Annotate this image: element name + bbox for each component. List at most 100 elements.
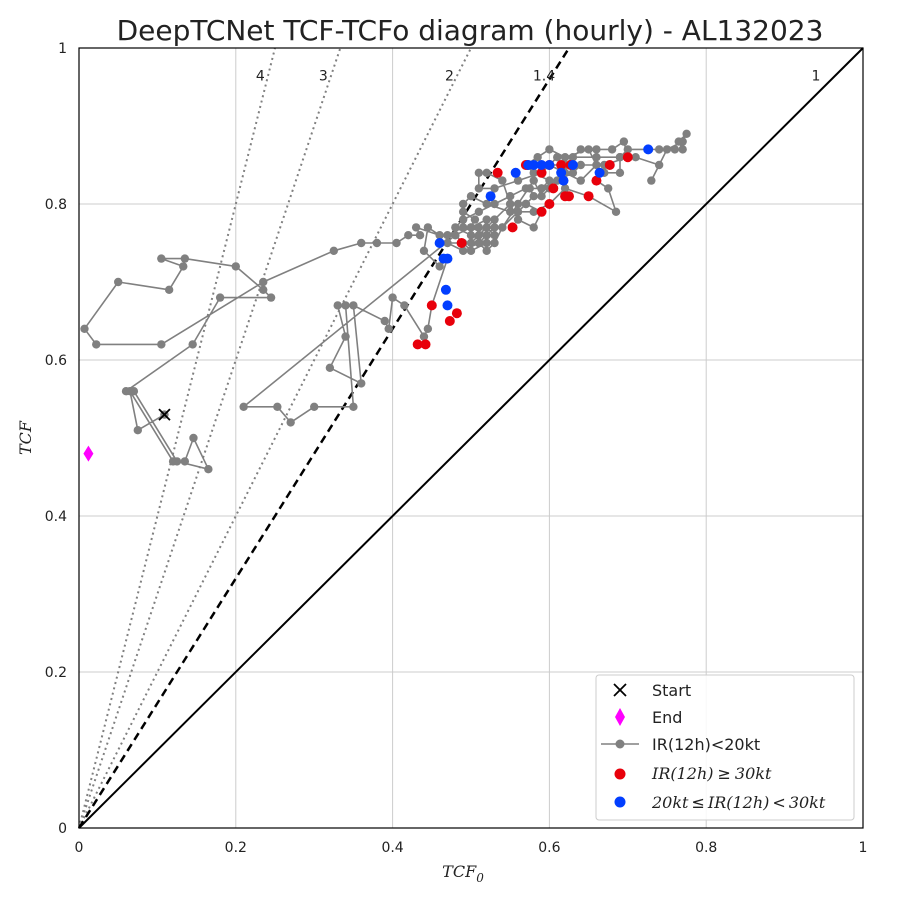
data-point-grey <box>674 137 683 146</box>
data-point-red <box>622 152 633 163</box>
data-point-grey <box>458 199 468 209</box>
data-point-grey <box>482 215 491 224</box>
data-point-grey <box>607 145 617 154</box>
plot-frame <box>78 47 864 829</box>
data-point-blue <box>558 175 569 186</box>
legend-end-marker <box>615 708 625 726</box>
ratio-label-1.4: 1.4 <box>533 68 555 84</box>
ratio-label-3: 3 <box>319 68 328 84</box>
data-point-grey <box>341 332 350 341</box>
data-point-red <box>507 222 518 233</box>
data-point-grey <box>188 340 197 349</box>
data-point-grey <box>423 223 433 232</box>
data-point-grey <box>482 238 491 248</box>
data-point-grey <box>451 223 460 232</box>
data-point-grey <box>80 324 89 333</box>
data-point-red <box>420 339 431 350</box>
data-point-grey <box>529 207 538 216</box>
data-point-grey <box>133 426 142 435</box>
y-tick-label: 0.8 <box>45 197 67 213</box>
data-point-grey <box>266 293 276 302</box>
data-point-grey <box>529 168 538 177</box>
data-point-grey <box>341 301 350 310</box>
data-point-grey <box>537 184 546 193</box>
data-point-grey <box>204 465 213 474</box>
data-point-red <box>591 175 602 186</box>
data-point-grey <box>545 176 554 185</box>
start-end-markers <box>83 408 171 462</box>
data-point-grey <box>372 238 382 248</box>
data-point-grey <box>411 223 421 232</box>
data-point-blue <box>567 160 578 170</box>
data-point-grey <box>615 168 625 177</box>
data-point-grey <box>419 332 429 341</box>
data-point-grey <box>114 277 123 287</box>
data-point-grey <box>231 262 240 271</box>
data-point-grey <box>490 199 499 209</box>
data-point-grey <box>129 387 139 396</box>
data-point-grey <box>615 153 625 162</box>
ratio-line-2 <box>78 47 472 829</box>
data-point-grey <box>470 215 480 224</box>
ratio-line-labels: 4 3 2 1.4 1 <box>256 68 821 84</box>
data-point-grey <box>647 176 656 185</box>
data-point-grey <box>92 340 101 349</box>
data-point-grey <box>474 168 484 177</box>
x-tick-label: 0.8 <box>695 840 717 856</box>
data-point-grey <box>482 223 491 232</box>
data-point-red <box>492 167 503 178</box>
data-point-grey <box>419 246 429 255</box>
data-point-grey <box>678 145 687 154</box>
data-point-red <box>544 199 555 209</box>
data-point-grey <box>458 207 468 216</box>
data-point-blue <box>643 144 654 155</box>
data-point-grey <box>584 145 593 154</box>
data-point-grey <box>310 402 319 411</box>
data-point-blue <box>556 167 567 178</box>
legend: Start End IR(12h)<20kt IR(12h) ≥30kt 20kt… <box>595 674 855 821</box>
data-point-red <box>451 308 462 319</box>
data-point-grey <box>157 340 166 349</box>
data-point-grey <box>611 207 621 216</box>
data-point-grey <box>490 223 499 232</box>
data-point-blue <box>434 238 445 248</box>
data-point-grey <box>458 246 468 255</box>
data-point-grey <box>400 301 409 310</box>
ratio-label-1: 1 <box>811 68 820 84</box>
data-point-grey <box>682 129 691 138</box>
data-point-grey <box>604 184 613 193</box>
data-point-grey <box>466 223 476 232</box>
data-point-grey <box>388 293 397 302</box>
data-point-grey <box>482 168 491 177</box>
grid <box>78 47 864 829</box>
data-point-grey <box>560 153 570 162</box>
data-point-grey <box>239 402 248 411</box>
data-point-grey <box>498 176 507 185</box>
end-marker <box>83 445 94 462</box>
data-point-grey <box>654 160 664 170</box>
data-point-grey <box>506 199 515 209</box>
data-point-blue <box>510 167 521 178</box>
data-point-grey <box>443 238 452 248</box>
data-point-red <box>426 300 437 311</box>
data-point-grey <box>384 324 393 333</box>
data-point-grey <box>482 246 491 255</box>
data-point-grey <box>474 238 484 248</box>
data-point-red <box>536 167 547 178</box>
series-2 <box>434 144 654 311</box>
ratio-line-4 <box>78 47 276 829</box>
data-point-grey <box>180 254 190 263</box>
data-point-red <box>412 339 423 350</box>
data-point-grey <box>513 215 523 224</box>
ratio-line-1 <box>78 47 864 829</box>
data-point-grey <box>435 262 444 271</box>
data-point-grey <box>333 301 342 310</box>
data-point-grey <box>466 192 476 201</box>
data-point-grey <box>474 223 484 232</box>
data-point-grey <box>164 285 174 294</box>
data-point-grey <box>392 238 401 248</box>
data-point-grey <box>662 145 672 154</box>
data-point-grey <box>670 145 680 154</box>
legend-red-label: IR(12h) ≥30kt <box>651 764 772 783</box>
data-point-grey <box>259 285 268 294</box>
